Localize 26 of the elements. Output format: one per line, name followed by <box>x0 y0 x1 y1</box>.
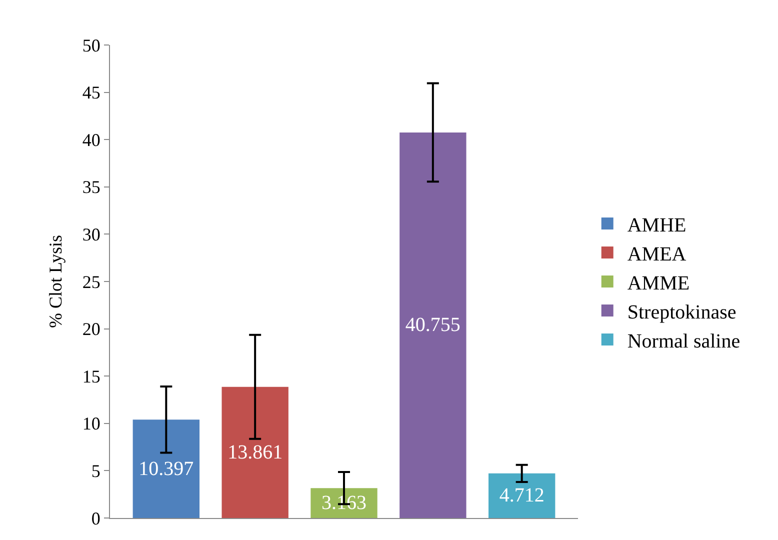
data-label: 40.755 <box>405 314 460 336</box>
y-tick-label: 10 <box>82 414 100 434</box>
y-tick-label: 5 <box>91 461 100 481</box>
data-label: 4.712 <box>499 484 544 507</box>
legend-label: Normal saline <box>627 330 740 352</box>
y-tick-label: 45 <box>82 82 100 103</box>
bar <box>400 132 466 518</box>
y-tick-label: 0 <box>91 508 100 528</box>
y-tick-label: 40 <box>82 130 100 150</box>
y-tick-label: 15 <box>82 366 100 386</box>
legend-label: AMME <box>627 272 690 294</box>
y-tick-label: 20 <box>82 319 100 340</box>
y-axis-title: % Clot Lysis <box>46 234 66 328</box>
data-label: 3.163 <box>322 492 367 514</box>
bar <box>488 473 556 518</box>
data-label: 13.861 <box>228 441 283 464</box>
legend-label: AMEA <box>627 243 687 266</box>
bar <box>222 386 288 518</box>
legend-label: Streptokinase <box>627 301 736 324</box>
y-tick-label: 25 <box>82 272 100 292</box>
bar <box>132 420 200 518</box>
y-tick-label: 30 <box>82 224 100 244</box>
y-tick-label: 35 <box>82 177 100 198</box>
y-tick-label: 50 <box>82 35 100 56</box>
legend-label: AMHE <box>627 214 686 236</box>
data-label: 10.397 <box>138 458 194 480</box>
